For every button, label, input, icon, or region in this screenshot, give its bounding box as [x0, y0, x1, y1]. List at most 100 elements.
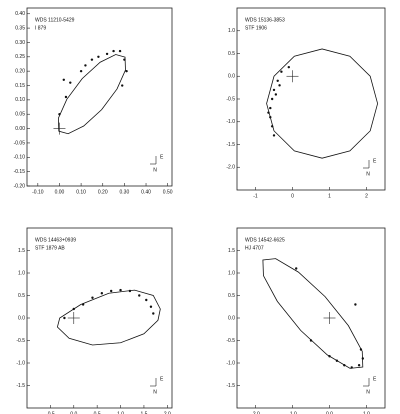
y-tick-label: -1.5 — [226, 142, 235, 148]
x-tick-label: 0.50 — [163, 189, 173, 195]
orbit — [57, 54, 126, 135]
observation — [269, 116, 272, 119]
observation — [152, 312, 155, 315]
east-label: E — [373, 158, 377, 164]
observation — [270, 125, 274, 128]
observation — [357, 364, 361, 367]
y-tick-label: 0.5 — [228, 51, 235, 57]
y-tick-label: -1.5 — [16, 383, 25, 389]
observation — [361, 357, 364, 360]
x-tick-label: 1.0 — [363, 411, 370, 414]
x-tick-label: 0.00 — [55, 189, 65, 195]
y-tick-label: 0.15 — [15, 83, 25, 89]
observation — [359, 348, 363, 351]
observation — [72, 307, 75, 311]
observation — [335, 359, 339, 362]
x-tick-label: 0.0 — [70, 411, 77, 414]
y-tick-label: -0.5 — [226, 338, 235, 344]
y-tick-label: 0.0 — [18, 315, 25, 321]
observation — [128, 289, 132, 293]
observation — [350, 366, 353, 369]
y-tick-label: 1.0 — [228, 270, 235, 276]
east-label: E — [160, 154, 164, 160]
observation — [97, 55, 100, 59]
observation — [90, 58, 94, 61]
x-tick-label: 0.20 — [98, 189, 108, 195]
observation — [267, 111, 270, 114]
chart-subtitle: STF 1879 AB — [35, 245, 65, 251]
observation — [79, 69, 83, 73]
y-tick-label: 0.35 — [15, 25, 25, 31]
observation — [295, 267, 298, 270]
y-tick-label: 1.0 — [18, 270, 25, 276]
east-label: E — [160, 376, 164, 382]
x-tick-label: 0.10 — [76, 189, 86, 195]
chart-subtitle: HJ 4707 — [245, 245, 264, 251]
y-tick-label: 1.0 — [228, 28, 235, 34]
x-tick-label: 1.5 — [140, 411, 147, 414]
observation — [145, 298, 148, 302]
y-tick-label: 0.5 — [18, 293, 25, 299]
observation — [343, 364, 346, 367]
y-tick-label: 0.05 — [15, 112, 25, 118]
x-tick-label: 2 — [365, 193, 368, 199]
orbit — [262, 258, 364, 369]
observation — [109, 289, 113, 293]
chart-title: WDS 11210-5429 — [35, 17, 75, 23]
y-tick-label: -0.10 — [14, 155, 26, 161]
plot-frame — [26, 227, 173, 409]
observation — [149, 305, 153, 308]
observation — [100, 292, 104, 295]
x-tick-label: -2.0 — [251, 411, 260, 414]
y-tick-label: -1.5 — [226, 383, 235, 389]
y-tick-label: 1.5 — [228, 248, 235, 254]
y-tick-label: -1.0 — [16, 360, 25, 366]
x-tick-label: -1.0 — [288, 411, 297, 414]
north-label: N — [366, 171, 370, 177]
plot-frame — [236, 227, 386, 409]
x-tick-label: 0.30 — [120, 189, 130, 195]
y-tick-label: -0.05 — [14, 140, 26, 146]
chart-subtitle: I 879 — [35, 25, 46, 31]
chart-title: WDS 15136-3853 — [245, 17, 285, 23]
y-tick-label: 1.5 — [18, 248, 25, 254]
y-tick-label: -1.0 — [226, 119, 235, 125]
y-tick-label: -1.0 — [226, 360, 235, 366]
observation — [276, 79, 279, 83]
observation — [112, 49, 115, 53]
north-label: N — [153, 167, 157, 173]
y-tick-label: 0.20 — [15, 68, 25, 74]
observation — [354, 303, 357, 306]
chart-subtitle: STF 1906 — [245, 25, 267, 31]
x-tick-label: 1 — [328, 193, 331, 199]
observation — [91, 296, 94, 299]
observation — [138, 294, 141, 297]
north-label: N — [153, 389, 157, 395]
chart-title: WDS 14463+0939 — [35, 237, 76, 243]
observation — [272, 134, 276, 137]
observation — [58, 113, 61, 116]
x-tick-label: -1 — [253, 193, 258, 199]
plot-frame — [236, 7, 386, 191]
observation — [270, 97, 274, 101]
y-tick-label: 0.25 — [15, 54, 25, 60]
observation — [280, 70, 283, 73]
x-tick-label: 0.5 — [94, 411, 101, 414]
observation — [125, 69, 128, 73]
observation — [274, 93, 278, 96]
y-tick-label: -0.15 — [14, 169, 26, 175]
y-tick-label: 0.0 — [228, 315, 235, 321]
east-label: E — [373, 376, 377, 382]
x-tick-label: 2.0 — [164, 411, 171, 414]
y-tick-label: 0.40 — [15, 11, 25, 17]
orbit — [56, 289, 161, 346]
x-tick-label: 0.40 — [141, 189, 151, 195]
observation — [328, 355, 331, 358]
y-tick-label: 0.0 — [228, 74, 235, 80]
y-tick-label: 0.30 — [15, 40, 25, 46]
observation — [287, 65, 290, 69]
observation — [121, 84, 124, 87]
north-label: N — [366, 389, 370, 395]
